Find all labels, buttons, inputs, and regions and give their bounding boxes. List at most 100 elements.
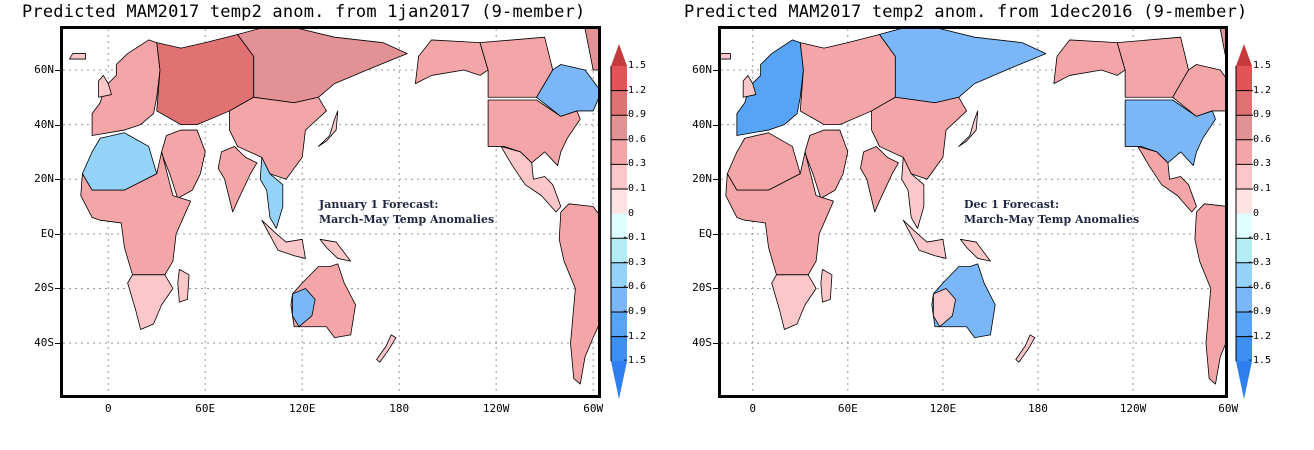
y-tick-label: EQ xyxy=(40,226,54,240)
y-tick xyxy=(55,69,60,71)
colorbar-segment xyxy=(1236,90,1252,116)
colorbar-top-arrow xyxy=(1236,44,1252,66)
x-tick-label: 0 xyxy=(749,402,756,415)
region-se-asia xyxy=(259,156,284,229)
annotation-line-1: January 1 Forecast: xyxy=(319,198,439,211)
colorbar-label: -1.2 xyxy=(622,330,647,342)
region-southern-africa xyxy=(127,274,174,330)
colorbar-label: 0.1 xyxy=(628,183,647,194)
x-tick-label: 120E xyxy=(929,402,957,415)
region-indonesia xyxy=(261,219,306,259)
region-greenland xyxy=(584,29,598,71)
region-nz xyxy=(376,334,397,363)
x-tick-label: 120E xyxy=(288,402,316,415)
colorbar-label: 0.6 xyxy=(1253,133,1272,145)
colorbar-segment xyxy=(1236,213,1252,239)
region-se-asia xyxy=(901,156,925,229)
map-canvas xyxy=(63,29,598,395)
colorbar-label: 0.9 xyxy=(1253,109,1272,121)
colorbar-bottom-arrow xyxy=(611,361,627,400)
colorbar-segment xyxy=(611,90,627,116)
colorbar-label: 0.9 xyxy=(628,109,647,121)
y-tick-label: 20S xyxy=(34,281,54,295)
annotation: January 1 Forecast: March-May Temp Anoma… xyxy=(319,197,494,227)
region-mideast xyxy=(161,129,206,199)
y-tick xyxy=(713,343,718,345)
colorbar-segment xyxy=(1236,164,1252,190)
region-w-australia xyxy=(292,288,316,328)
colorbar-label: 0.3 xyxy=(1253,158,1272,170)
y-tick xyxy=(713,233,718,235)
colorbar-segment xyxy=(1236,336,1252,362)
colorbar-segment xyxy=(611,312,627,338)
region-africa xyxy=(725,151,834,276)
y-tick xyxy=(55,179,60,181)
colorbar-segment xyxy=(611,238,627,264)
x-tick-label: 120W xyxy=(1119,402,1147,415)
map-canvas xyxy=(721,29,1225,395)
annotation-line-1: Dec 1 Forecast: xyxy=(964,198,1060,211)
y-tick xyxy=(713,124,718,126)
colorbar-label: 1.5 xyxy=(1253,60,1272,71)
y-tick xyxy=(55,288,60,290)
y-tick-label: 60N xyxy=(34,62,54,76)
y-tick-label: 20N xyxy=(692,172,712,186)
y-tick xyxy=(55,343,60,345)
region-europe xyxy=(91,39,161,136)
colorbar-label: -0.3 xyxy=(1247,256,1272,268)
region-mexico xyxy=(500,146,562,213)
region-japan xyxy=(317,110,339,147)
annotation-line-2: March-May Temp Anomalies xyxy=(319,213,495,226)
colorbar-label: 0.3 xyxy=(628,158,647,170)
colorbar-label: 0.6 xyxy=(628,133,647,145)
colorbar-bottom-arrow xyxy=(1236,361,1252,400)
x-tick-label: 180 xyxy=(389,402,410,415)
colorbar xyxy=(610,44,628,400)
annotation-line-2: March-May Temp Anomalies xyxy=(964,213,1140,226)
colorbar-segment xyxy=(611,189,627,215)
colorbar-label: -1.5 xyxy=(1247,355,1272,367)
y-tick-label: 40S xyxy=(692,336,712,350)
map-title: Predicted MAM2017 temp2 anom. from 1jan2… xyxy=(22,2,586,22)
region-india xyxy=(860,146,899,213)
x-tick-label: 120W xyxy=(482,402,510,415)
y-tick-label: 40N xyxy=(692,117,712,131)
panel-jan: Predicted MAM2017 temp2 anom. from 1jan2… xyxy=(22,2,647,415)
region-southern-africa xyxy=(771,274,817,330)
map-frame: January 1 Forecast: March-May Temp Anoma… xyxy=(60,26,601,398)
region-newguinea xyxy=(959,238,991,262)
region-nz xyxy=(1015,334,1036,363)
region-siberia xyxy=(879,29,1047,104)
region-japan xyxy=(958,110,979,147)
region-w-australia xyxy=(932,288,956,328)
colorbar-label: 1.2 xyxy=(1253,84,1272,96)
colorbar-segment xyxy=(611,287,627,313)
y-tick xyxy=(713,179,718,181)
colorbar-segment xyxy=(611,262,627,288)
y-tick-label: 20N xyxy=(34,172,54,186)
colorbar-segment xyxy=(1236,139,1252,165)
region-south-america xyxy=(558,203,598,385)
region-uk xyxy=(742,75,757,98)
y-tick xyxy=(55,124,60,126)
x-tick-label: 60W xyxy=(583,402,604,415)
colorbar-label: -0.1 xyxy=(1247,232,1272,244)
y-tick-label: 40S xyxy=(34,336,54,350)
colorbar-segment xyxy=(1236,312,1252,338)
x-tick-label: 60W xyxy=(1218,402,1239,415)
colorbar-segment xyxy=(1236,287,1252,313)
colorbar-label: -1.5 xyxy=(622,355,647,367)
y-tick xyxy=(55,233,60,235)
colorbar-top-arrow xyxy=(611,44,627,66)
region-mexico xyxy=(1137,146,1197,213)
colorbar-label: 1.5 xyxy=(628,60,647,71)
colorbar-label: 0.1 xyxy=(1253,183,1272,194)
region-iceland xyxy=(69,53,87,60)
region-madagascar xyxy=(820,268,833,303)
colorbar-segment xyxy=(1236,115,1252,141)
colorbar-segment xyxy=(611,66,627,92)
x-tick-label: 60E xyxy=(837,402,858,415)
annotation: Dec 1 Forecast: March-May Temp Anomalies xyxy=(964,197,1139,227)
map-frame: Dec 1 Forecast: March-May Temp Anomalies xyxy=(718,26,1228,398)
